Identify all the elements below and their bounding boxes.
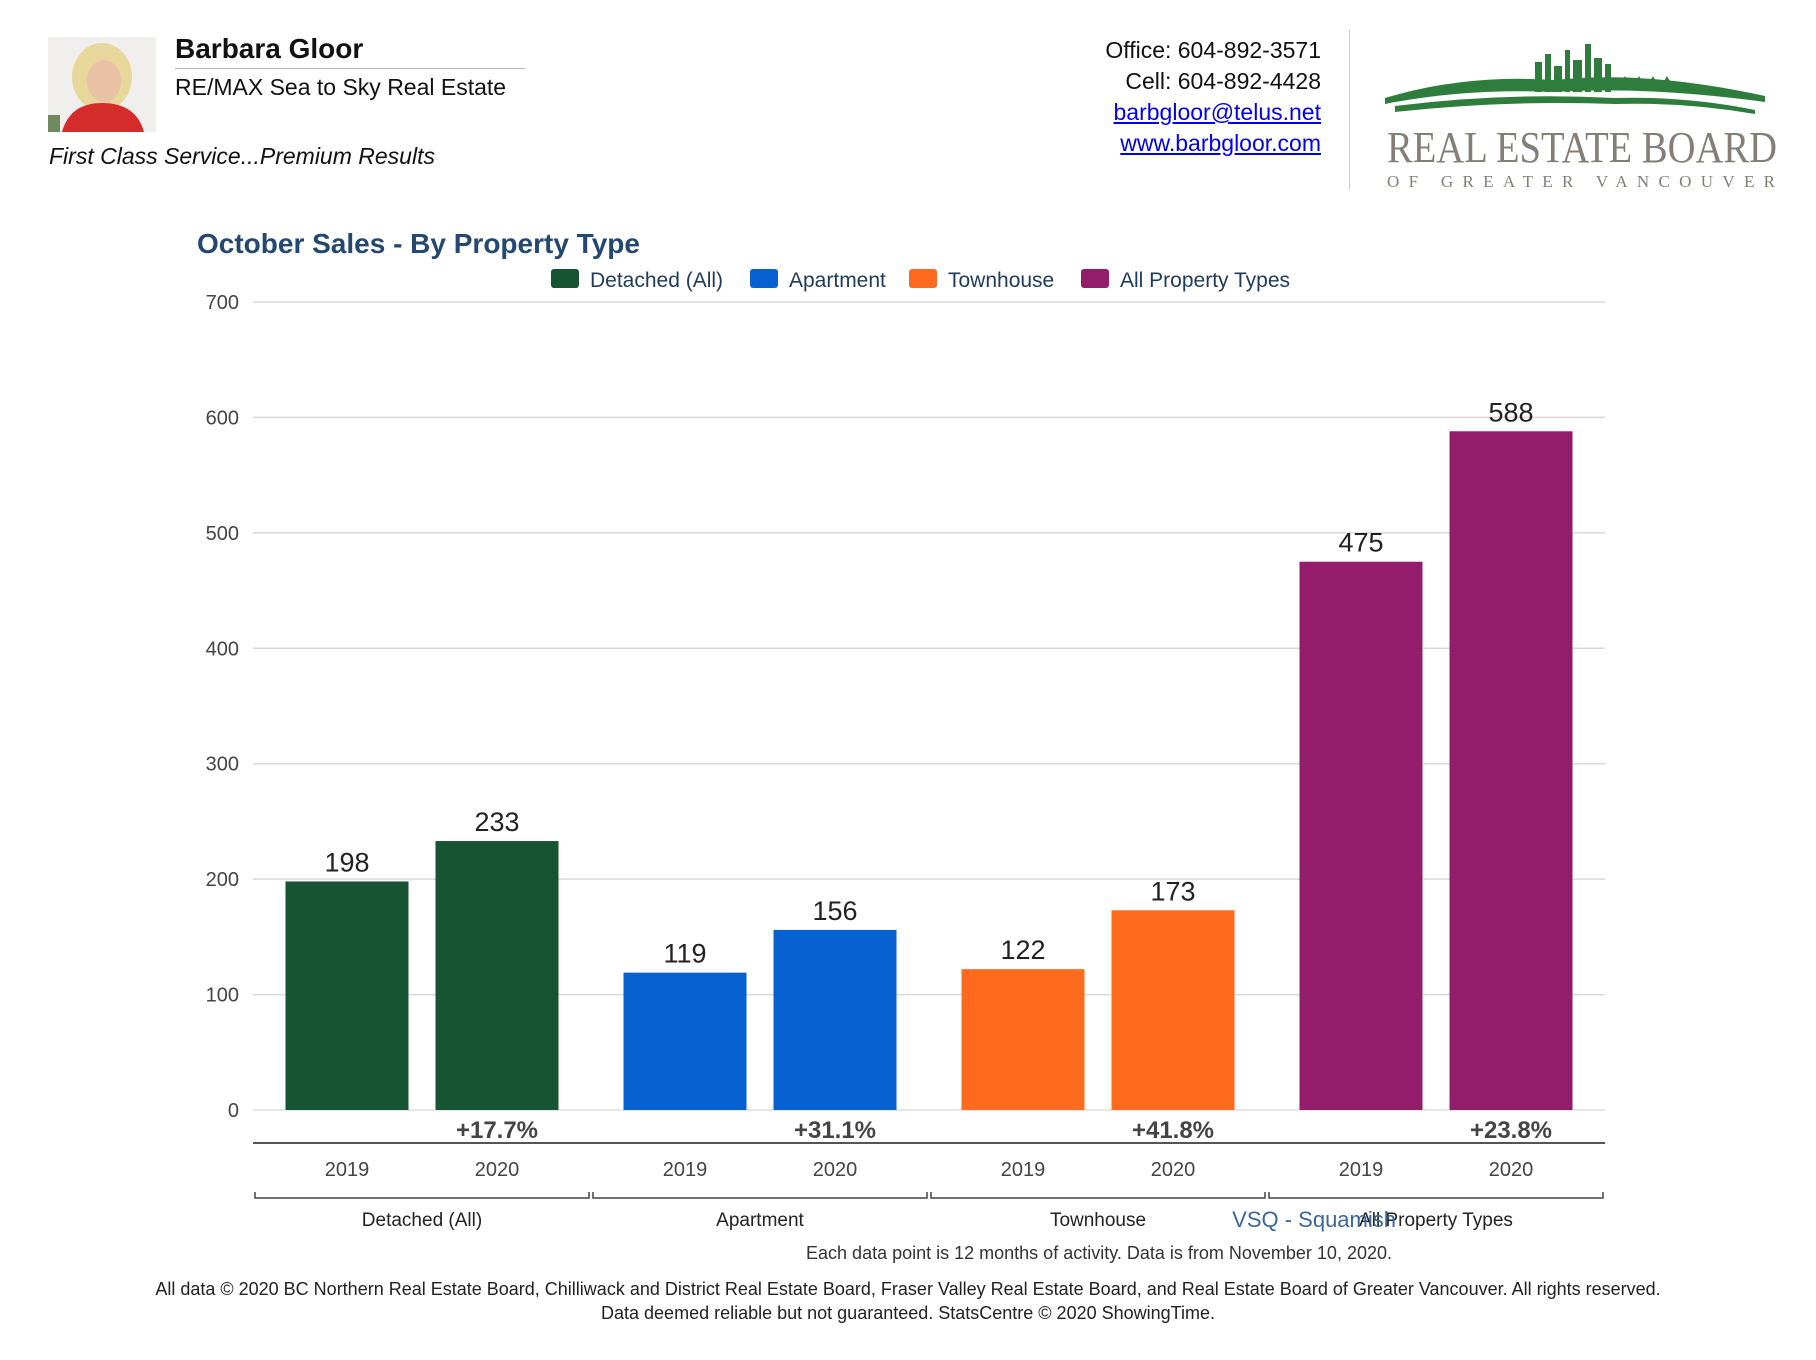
- category-bracket: [1268, 1192, 1604, 1199]
- legend-label: Apartment: [789, 269, 886, 292]
- bar: [1299, 561, 1423, 1110]
- bar: [773, 929, 897, 1110]
- x-year-label: 2020: [813, 1159, 858, 1181]
- agent-tagline: First Class Service...Premium Results: [49, 143, 435, 169]
- email-link[interactable]: barbgloor@telus.net: [1113, 99, 1321, 125]
- y-tick-label: 200: [206, 869, 239, 891]
- bar-value-label: 119: [663, 939, 706, 969]
- legend-label: All Property Types: [1120, 269, 1290, 292]
- header-divider: [1349, 30, 1350, 190]
- x-year-label: 2019: [1339, 1159, 1384, 1181]
- chart-bars: 198 233 +17.7% 119 156 +31.1% 122 173 +41.8% 475 5…: [285, 397, 1573, 1144]
- bar: [961, 969, 1085, 1110]
- x-year-label: 2020: [1489, 1159, 1534, 1181]
- y-tick-label: 300: [206, 754, 239, 776]
- agent-name: Barbara Gloor: [175, 33, 364, 64]
- chart-title: October Sales - By Property Type: [197, 228, 640, 259]
- bar: [1449, 431, 1573, 1110]
- x-year-label: 2020: [1151, 1159, 1196, 1181]
- chart-legend: Detached (All) Apartment Townhouse All Prop…: [551, 269, 1290, 292]
- agent-photo: [48, 37, 156, 132]
- agent-portrait-icon: [48, 37, 156, 132]
- y-tick-label: 100: [206, 985, 239, 1007]
- y-axis: 0 100 200 300 400 500 600 700: [206, 292, 239, 1122]
- legend-swatch: [551, 269, 579, 288]
- bar-value-label: 198: [324, 847, 369, 877]
- area-label: VSQ - Squamish: [1232, 1207, 1396, 1232]
- contact-block: Office: 604-892-3571 Cell: 604-892-4428 …: [1105, 35, 1321, 159]
- legend-swatch: [750, 269, 778, 288]
- copyright: All data © 2020 BC Northern Real Estate …: [0, 1277, 1816, 1325]
- x-category-label: Apartment: [716, 1210, 804, 1231]
- y-tick-label: 600: [206, 407, 239, 429]
- bar: [285, 881, 409, 1110]
- category-bracket: [254, 1192, 590, 1199]
- copyright-line-1: All data © 2020 BC Northern Real Estate …: [155, 1279, 1661, 1299]
- website-link[interactable]: www.barbgloor.com: [1120, 130, 1321, 156]
- name-divider: [175, 68, 525, 69]
- percent-change-label: +23.8%: [1470, 1117, 1552, 1144]
- bar: [435, 841, 559, 1110]
- percent-change-label: +17.7%: [456, 1117, 538, 1144]
- category-bracket: [930, 1192, 1266, 1199]
- agent-brokerage: RE/MAX Sea to Sky Real Estate: [175, 74, 507, 100]
- x-year-label: 2020: [475, 1159, 520, 1181]
- bar: [1111, 910, 1235, 1110]
- y-tick-label: 500: [206, 523, 239, 545]
- bar-value-label: 156: [812, 896, 857, 926]
- data-note: Each data point is 12 months of activity…: [806, 1243, 1392, 1263]
- x-axis: 2019 2020 Detached (All) 2019 2020 Apartment 2…: [253, 1142, 1605, 1231]
- y-tick-label: 0: [228, 1100, 239, 1122]
- legend-label: Detached (All): [590, 269, 723, 292]
- bar-value-label: 588: [1488, 397, 1533, 427]
- copyright-line-2: Data deemed reliable but not guaranteed.…: [601, 1303, 1215, 1323]
- x-category-label: All Property Types: [1359, 1210, 1513, 1231]
- y-tick-label: 700: [206, 292, 239, 314]
- bar-value-label: 475: [1338, 528, 1383, 558]
- office-phone: Office: 604-892-3571: [1105, 37, 1321, 63]
- legend-label: Townhouse: [948, 269, 1054, 292]
- legend-swatch: [1081, 269, 1109, 288]
- x-year-label: 2019: [325, 1159, 370, 1181]
- bar-value-label: 122: [1000, 935, 1045, 965]
- bar: [623, 972, 747, 1110]
- board-logo-title: REAL ESTATE BOARD: [1387, 123, 1777, 172]
- bar-value-label: 173: [1150, 876, 1195, 906]
- x-year-label: 2019: [1001, 1159, 1046, 1181]
- legend-swatch: [909, 269, 937, 288]
- cell-phone: Cell: 604-892-4428: [1125, 68, 1321, 94]
- category-bracket: [592, 1192, 928, 1199]
- x-category-label: Townhouse: [1050, 1210, 1146, 1231]
- percent-change-label: +31.1%: [794, 1117, 876, 1144]
- y-tick-label: 400: [206, 638, 239, 660]
- board-logo: REAL ESTATE BOARD OF GREATER VANCOUVER: [1385, 40, 1780, 191]
- skyline-logo-icon: REAL ESTATE BOARD OF GREATER VANCOUVER: [1385, 44, 1777, 191]
- x-year-label: 2019: [663, 1159, 708, 1181]
- percent-change-label: +41.8%: [1132, 1117, 1214, 1144]
- bar-value-label: 233: [474, 807, 519, 837]
- x-category-label: Detached (All): [362, 1210, 482, 1231]
